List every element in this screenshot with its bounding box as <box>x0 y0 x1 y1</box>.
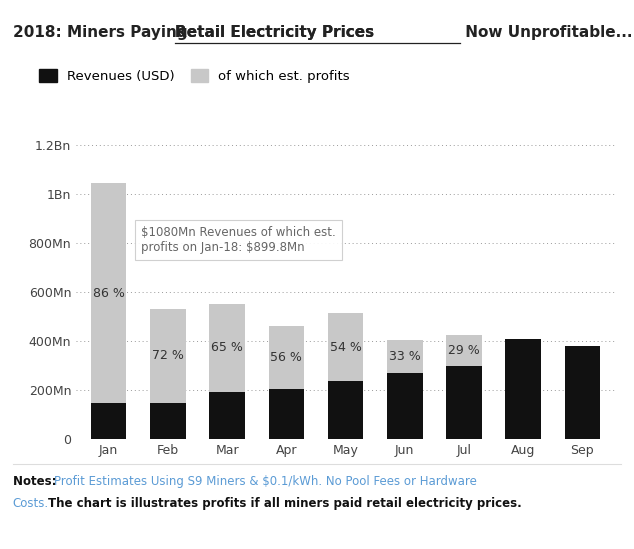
Bar <box>91 183 126 439</box>
Bar <box>91 183 126 404</box>
Text: Retail Electricity Prices: Retail Electricity Prices <box>175 25 374 40</box>
Text: The chart is illustrates profits if all miners paid retail electricity prices.: The chart is illustrates profits if all … <box>48 497 521 510</box>
Bar <box>328 313 363 381</box>
Bar <box>505 339 541 439</box>
Text: Now Unprofitable...: Now Unprofitable... <box>460 25 633 40</box>
Text: 2018: Miners Paying: 2018: Miners Paying <box>13 25 193 40</box>
Text: 65 %: 65 % <box>211 341 243 354</box>
Legend: Revenues (USD), of which est. profits: Revenues (USD), of which est. profits <box>34 64 355 88</box>
Bar <box>565 346 600 439</box>
Text: Notes:: Notes: <box>13 475 60 488</box>
Text: 29 %: 29 % <box>448 344 480 357</box>
Bar <box>150 309 186 403</box>
Text: 86 %: 86 % <box>93 287 125 300</box>
Bar <box>150 309 186 439</box>
Text: 54 %: 54 % <box>330 340 361 354</box>
Bar <box>446 335 482 366</box>
Bar <box>209 304 245 392</box>
Text: 56 %: 56 % <box>270 351 302 364</box>
Text: $1080Mn Revenues of which est.
profits on Jan-18: $899.8Mn: $1080Mn Revenues of which est. profits o… <box>141 226 336 254</box>
Bar <box>387 340 422 439</box>
Bar <box>328 313 363 439</box>
Bar <box>209 304 245 439</box>
Text: Costs.: Costs. <box>13 497 49 510</box>
Text: 72 %: 72 % <box>152 349 184 362</box>
Text: Profit Estimates Using S9 Miners & $0.1/kWh. No Pool Fees or Hardware: Profit Estimates Using S9 Miners & $0.1/… <box>54 475 477 488</box>
Bar <box>446 335 482 439</box>
Bar <box>269 326 304 389</box>
Text: 33 %: 33 % <box>389 350 420 363</box>
Bar <box>269 326 304 439</box>
Bar <box>387 340 422 373</box>
Text: Retail Electricity Prices: Retail Electricity Prices <box>175 25 374 40</box>
